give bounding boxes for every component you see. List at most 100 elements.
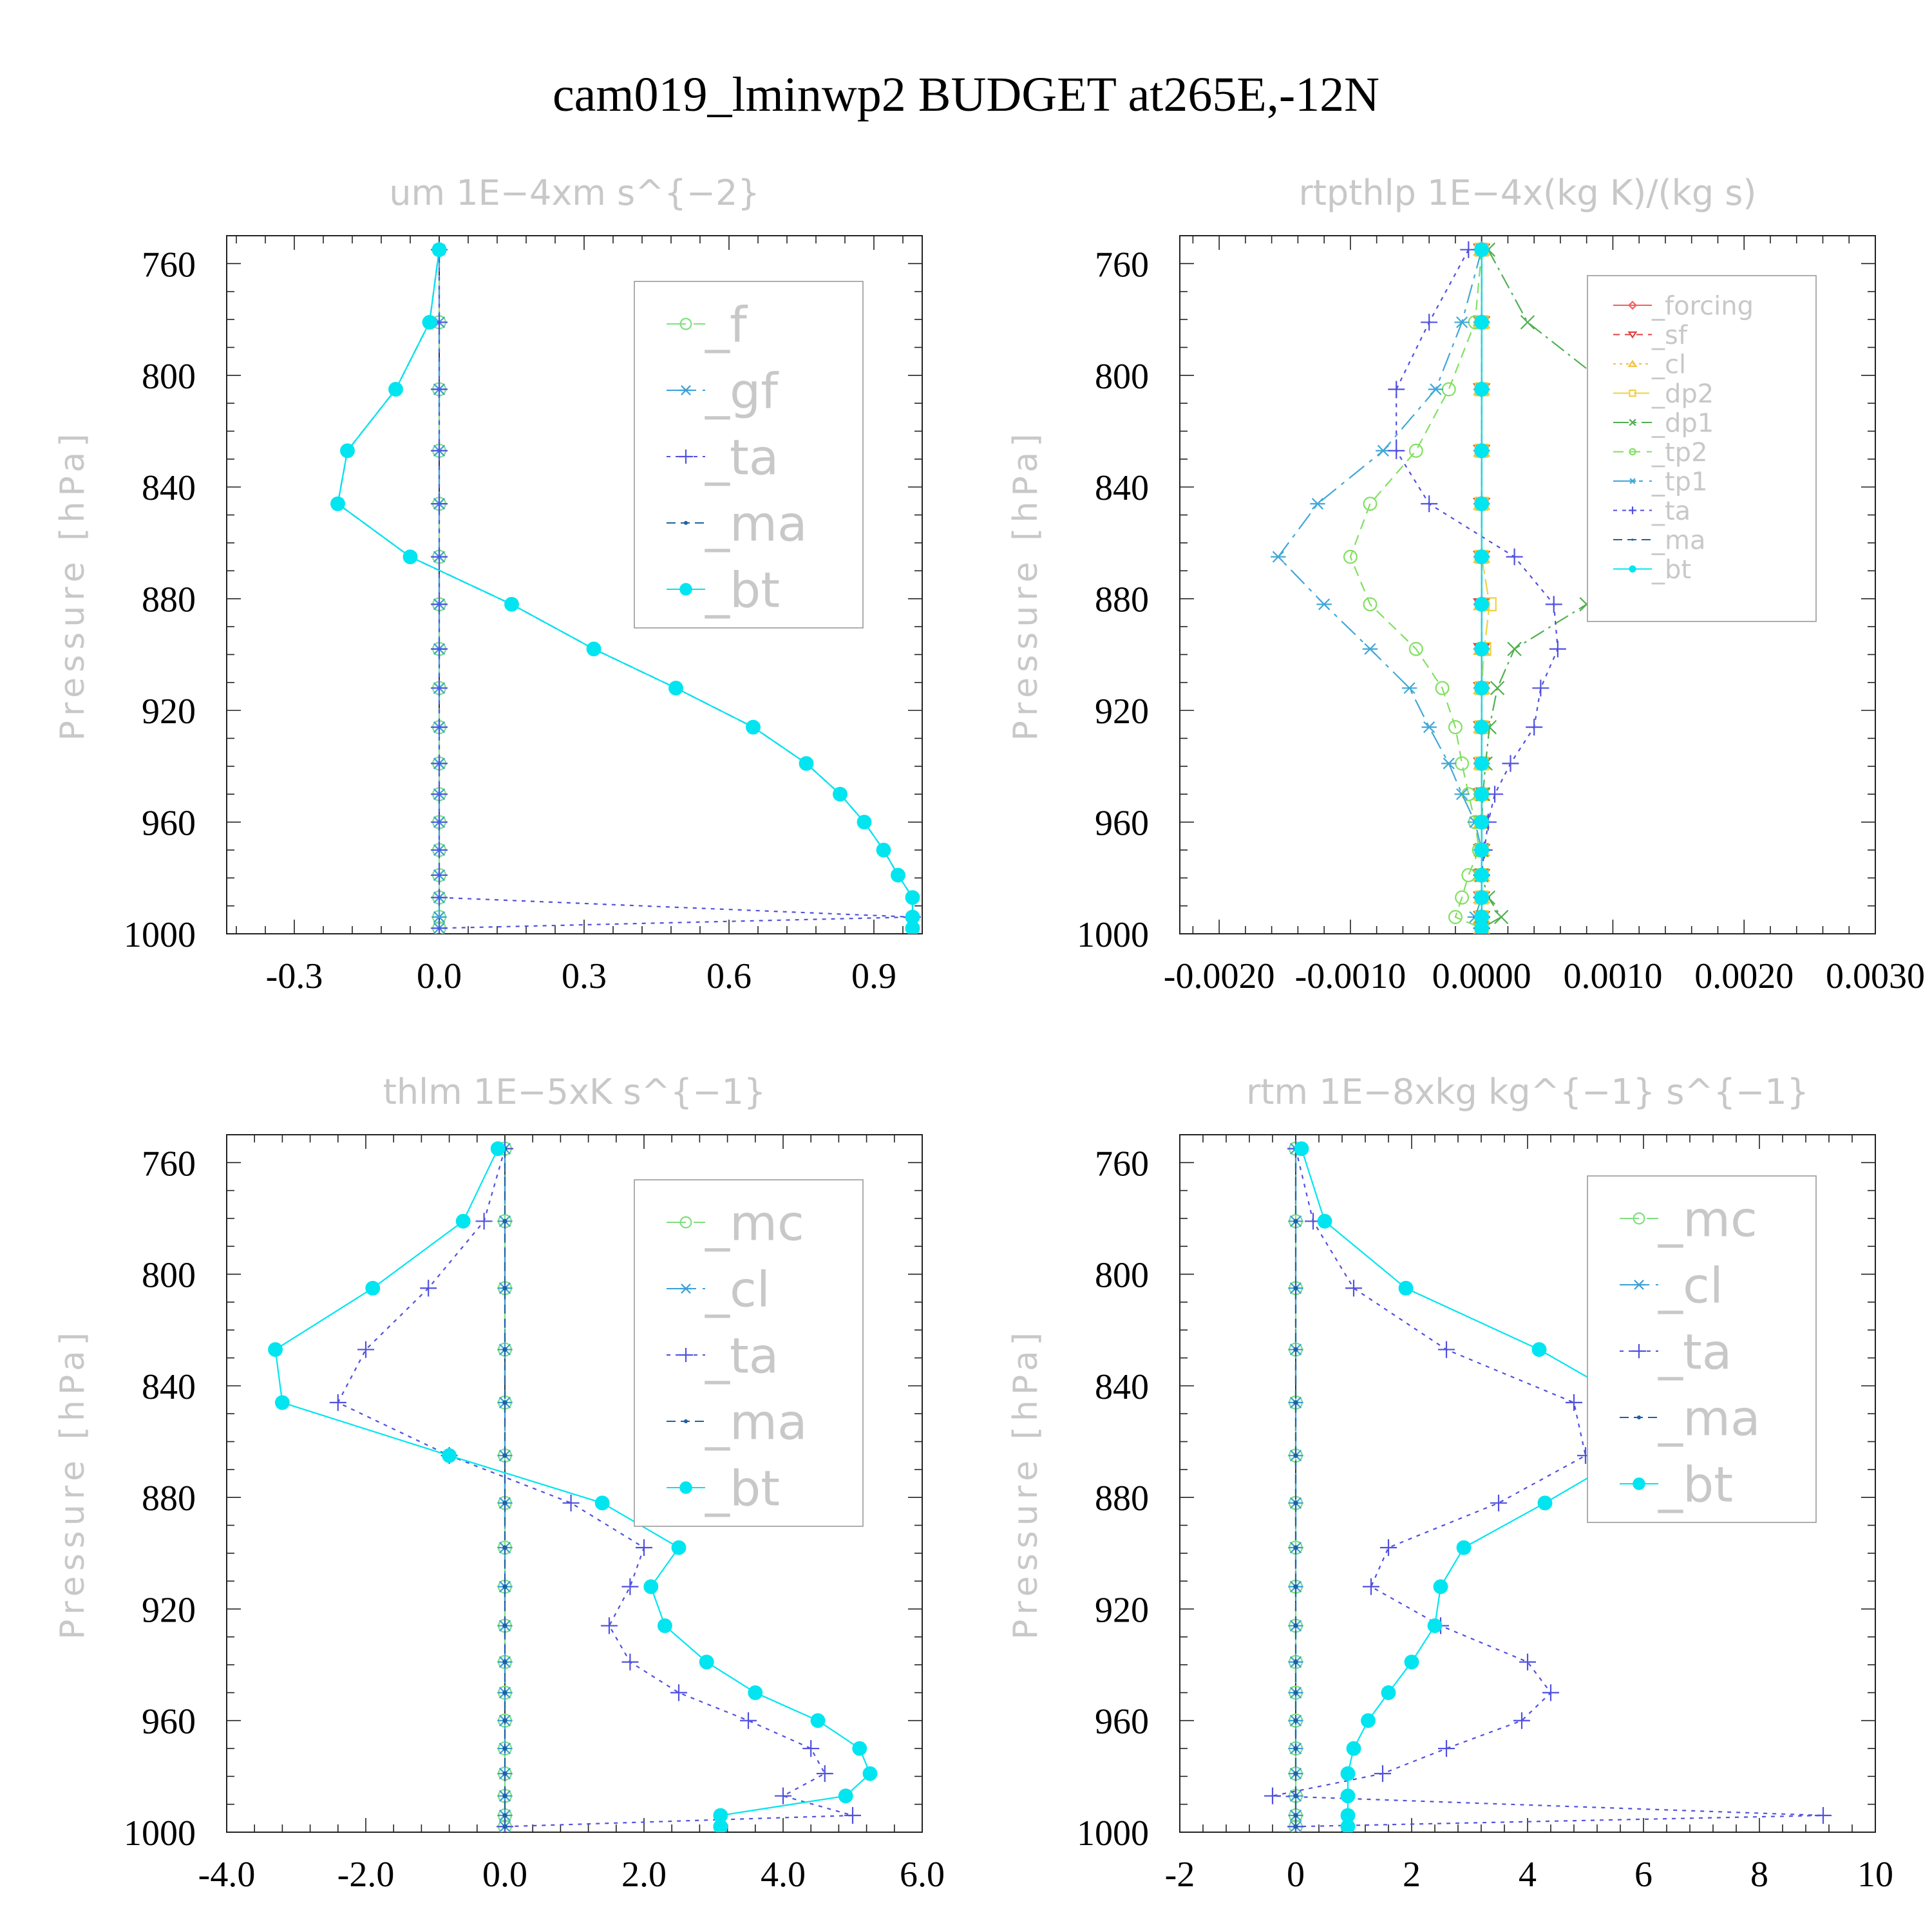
data-point: [1388, 381, 1405, 398]
x-tick-label: 0.6: [706, 956, 752, 996]
legend-marker: [679, 1216, 692, 1229]
data-point: [1474, 641, 1490, 657]
data-point: [1374, 1765, 1391, 1783]
y-tick-label: 880: [142, 580, 196, 620]
legend-label: _ma: [1651, 526, 1705, 555]
plot-frame: [1179, 235, 1876, 934]
y-tick-label: 800: [142, 357, 196, 397]
series-line-ta: [1272, 1148, 1824, 1828]
legend-marker: [1627, 331, 1638, 339]
panel-4: rtm 1E−8xkg kg^{−1} s^{−1} Pressure [hPa]…: [1007, 1072, 1893, 1895]
data-point: [670, 1684, 687, 1701]
legend-marker: [679, 450, 693, 464]
data-point: [502, 1660, 507, 1665]
series-line-tp2: [1349, 249, 1482, 929]
panel-title: um 1E−4xm s^{−2}: [389, 173, 760, 213]
data-point: [1474, 786, 1490, 802]
data-point: [1542, 1684, 1559, 1701]
legend-label: _tp2: [1651, 438, 1708, 468]
data-point: [586, 641, 601, 657]
y-tick-label: 960: [1095, 804, 1149, 844]
legend-label: _bt: [705, 561, 780, 618]
x-tick-label: 4: [1519, 1855, 1537, 1895]
y-tick-label: 840: [1095, 468, 1149, 508]
data-point: [1435, 681, 1450, 696]
data-point: [562, 1494, 580, 1511]
y-tick-label: 1000: [124, 1814, 196, 1853]
data-point: [852, 1741, 867, 1756]
data-point: [1346, 1741, 1361, 1756]
data-point: [1421, 314, 1438, 331]
data-point: [1474, 815, 1490, 829]
data-point: [844, 1807, 861, 1824]
data-point: [671, 1540, 687, 1555]
data-point: [1448, 910, 1463, 924]
data-point: [1507, 641, 1522, 656]
data-point: [502, 1771, 507, 1776]
legend-marker: [679, 1348, 693, 1362]
legend-marker: [679, 385, 692, 395]
x-tick-label: 0.0020: [1694, 956, 1794, 996]
data-point: [1343, 549, 1358, 564]
legend-marker: [1629, 389, 1636, 397]
data-point: [1293, 1623, 1298, 1629]
data-point: [1293, 1285, 1298, 1291]
data-point: [1474, 242, 1490, 258]
x-tick-label: -0.0010: [1295, 956, 1406, 996]
legend-label: _cl: [705, 1260, 770, 1318]
legend-marker: [1636, 1415, 1642, 1420]
data-point: [1293, 1718, 1298, 1723]
data-point: [876, 842, 891, 858]
data-point: [330, 496, 345, 511]
data-point: [1549, 640, 1566, 658]
data-point: [502, 1501, 507, 1506]
x-tick-label: 2.0: [621, 1855, 667, 1895]
data-point: [1490, 681, 1505, 696]
series-group: [1264, 1140, 1832, 1832]
y-tick-label: 880: [142, 1479, 196, 1519]
data-point: [502, 1347, 507, 1352]
data-point: [1460, 241, 1477, 258]
series-line-ta: [337, 1148, 853, 1828]
x-tick-label: 4.0: [761, 1855, 806, 1895]
y-tick-label: 920: [1095, 692, 1149, 732]
legend-label: _f: [705, 296, 748, 353]
data-point: [431, 242, 447, 258]
data-point: [1474, 842, 1490, 858]
legend: _mc _cl _ta _ma _bt: [1587, 1175, 1817, 1523]
series-line-tp1: [1277, 249, 1482, 929]
y-tick-label: 880: [1095, 1479, 1149, 1519]
legend-marker: [1629, 419, 1636, 426]
data-point: [1474, 756, 1490, 771]
data-point: [810, 1713, 826, 1728]
data-point: [1441, 382, 1456, 397]
legend: _f _gf _ta _ma _bt: [634, 281, 864, 629]
y-tick-label: 840: [1095, 1367, 1149, 1407]
data-point: [1454, 788, 1470, 800]
data-point: [1433, 1579, 1448, 1595]
series-group: [268, 1140, 878, 1832]
data-point: [1486, 786, 1504, 803]
data-point: [1408, 443, 1423, 458]
x-tick-label: 0.0: [482, 1855, 527, 1895]
data-point: [1456, 1540, 1472, 1555]
data-point: [799, 756, 814, 771]
data-point: [1293, 1453, 1298, 1458]
data-point: [636, 1539, 652, 1557]
legend-marker: [683, 1419, 688, 1424]
data-point: [340, 443, 355, 459]
legend-label: _cl: [1651, 350, 1686, 379]
panel-1: um 1E−4xm s^{−2} Pressure [hPa] 760 800 840 8…: [53, 173, 923, 996]
data-point: [455, 1213, 471, 1229]
y-tick-label: 960: [142, 1702, 196, 1742]
y-tick-label: 960: [142, 804, 196, 844]
data-point: [422, 314, 437, 330]
y-axis-label: Pressure [hPa]: [1007, 429, 1045, 741]
series-line-ta: [438, 249, 913, 929]
y-tick-label: 1000: [124, 915, 196, 955]
data-point: [1438, 1341, 1455, 1358]
y-tick-label: 760: [142, 1144, 196, 1184]
data-point: [1520, 315, 1535, 330]
data-point: [365, 1280, 381, 1296]
plot-frame: [226, 235, 923, 934]
